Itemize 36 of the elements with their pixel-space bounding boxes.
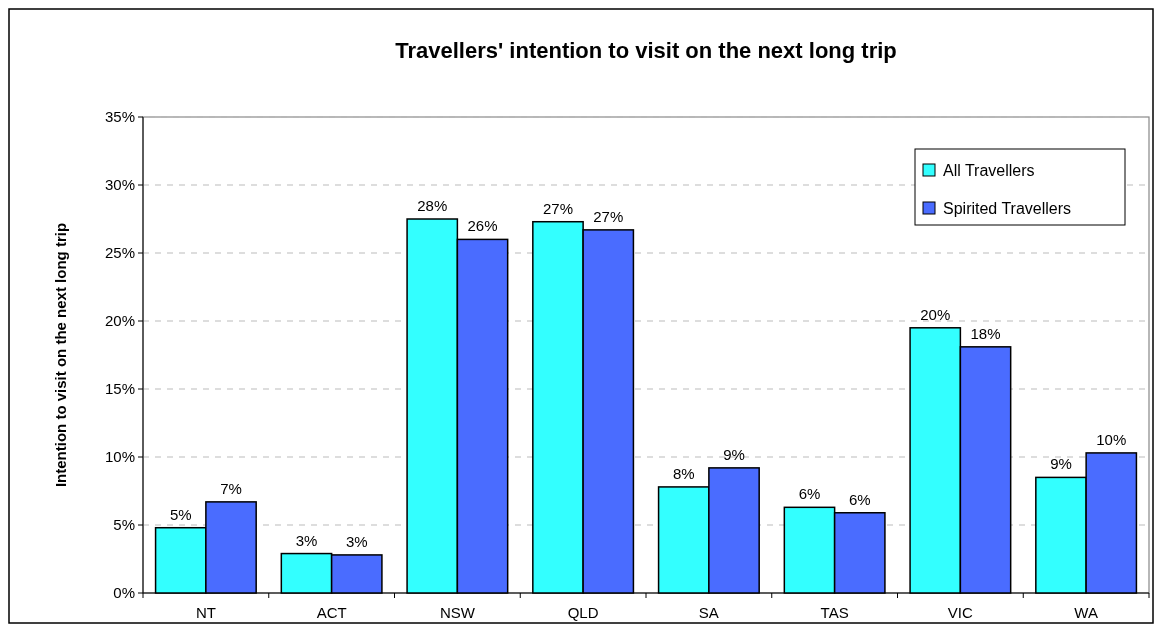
x-tick-label: SA	[698, 604, 719, 621]
y-tick-label: 30%	[104, 176, 135, 194]
x-tick-label: VIC	[947, 604, 974, 621]
data-label: 6%	[798, 485, 821, 503]
data-label: 8%	[672, 464, 695, 482]
data-label: 26%	[467, 217, 498, 235]
legend-label: All Travellers	[943, 161, 1035, 179]
y-tick-label: 35%	[104, 108, 135, 126]
data-label: 3%	[295, 531, 318, 549]
data-label: 3%	[345, 532, 368, 550]
x-tick-label: WA	[1074, 604, 1098, 621]
data-label: 7%	[220, 479, 242, 497]
y-tick-label: 25%	[104, 244, 135, 262]
x-tick-label: TAS	[820, 604, 849, 621]
y-tick-label: 5%	[113, 516, 135, 534]
x-tick-label: NT	[195, 604, 216, 621]
y-tick-label: 20%	[104, 312, 135, 330]
y-axis-title: Intention to visit on the next long trip	[52, 222, 69, 488]
y-tick-label: 10%	[104, 448, 135, 466]
data-label: 6%	[848, 490, 871, 508]
data-label: 27%	[542, 199, 573, 217]
data-label: 18%	[970, 324, 1001, 342]
y-tick-label: 15%	[104, 380, 135, 398]
x-tick-label: ACT	[316, 604, 347, 621]
data-label: 28%	[417, 197, 448, 214]
data-label: 9%	[1050, 455, 1072, 473]
x-tick-label: NSW	[439, 604, 476, 621]
chart-title: Travellers' intention to visit on the next long trip	[395, 38, 897, 63]
legend-label: Spirited Travellers	[943, 199, 1072, 217]
data-label: 10%	[1096, 430, 1127, 448]
data-label: 20%	[920, 305, 951, 323]
y-tick-label: 0%	[113, 584, 135, 602]
data-label: 9%	[723, 445, 745, 463]
x-tick-label: QLD	[567, 604, 599, 621]
data-label: 5%	[169, 505, 192, 523]
data-label: 27%	[593, 207, 624, 225]
